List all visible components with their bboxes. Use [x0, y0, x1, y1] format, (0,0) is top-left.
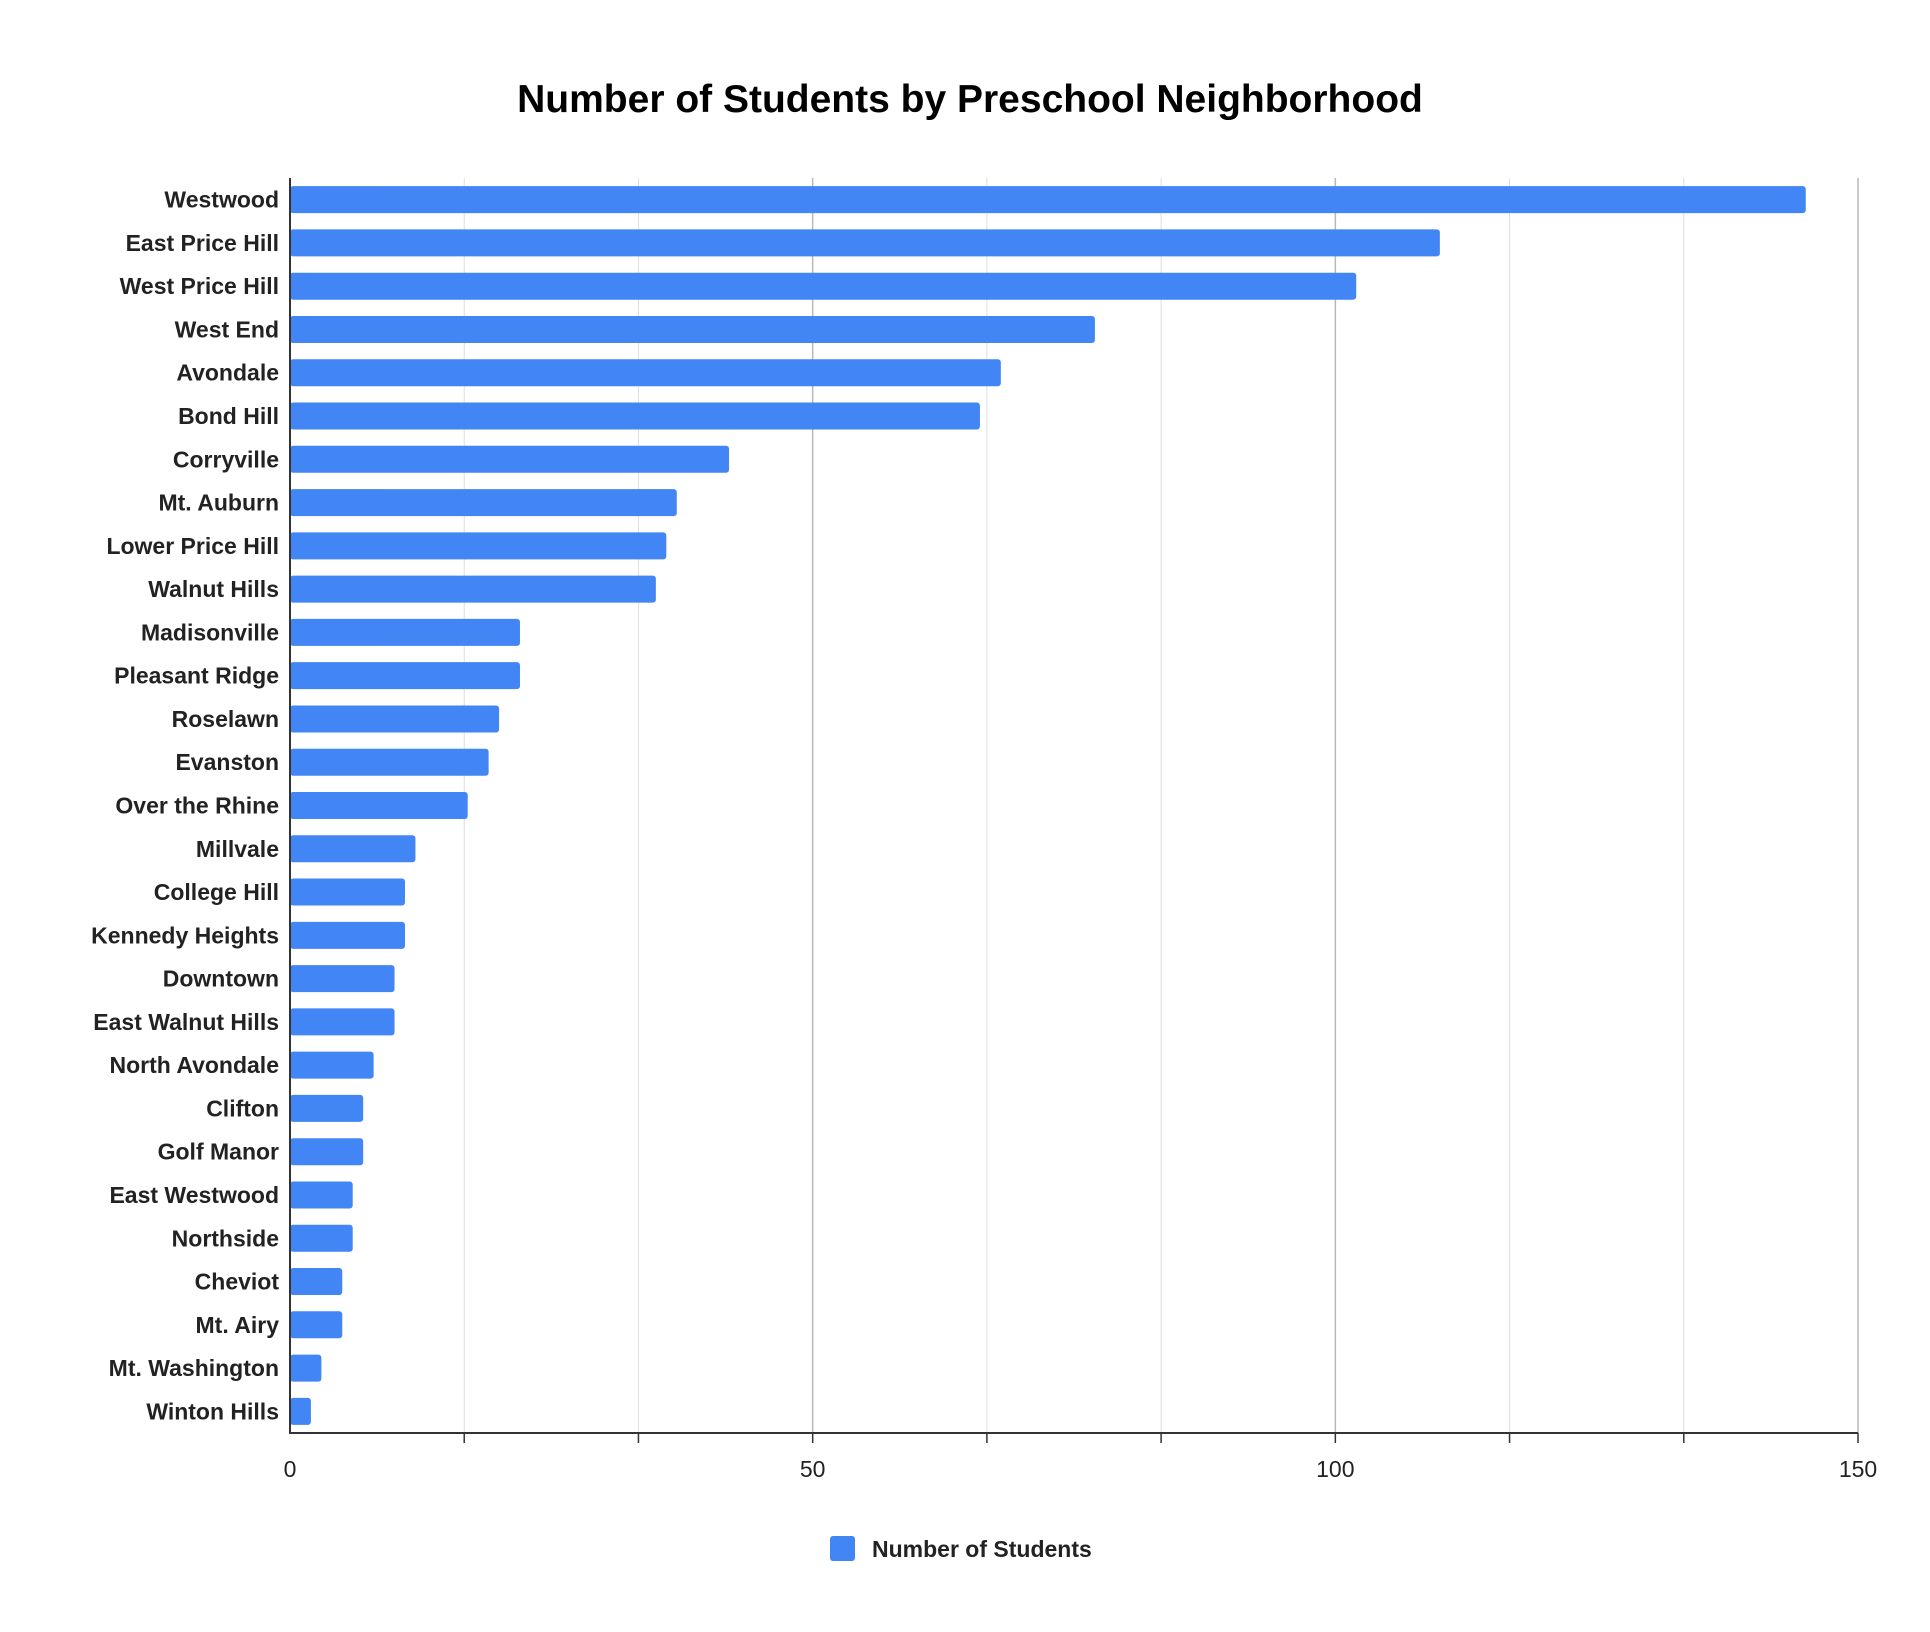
category-label: Cheviot: [195, 1269, 280, 1295]
bar-pleasant-ridge: [290, 662, 520, 690]
category-label: Northside: [172, 1225, 279, 1251]
x-tick-label: 150: [1839, 1456, 1877, 1482]
bar-evanston: [290, 748, 489, 776]
category-label: Walnut Hills: [148, 576, 279, 602]
x-tick-label: 100: [1316, 1456, 1354, 1482]
x-tick-label: 0: [284, 1456, 297, 1482]
category-label: West Price Hill: [120, 273, 279, 299]
bar-northside: [290, 1224, 353, 1252]
category-label: Mt. Auburn: [158, 490, 279, 516]
bar-mt-auburn: [290, 489, 677, 517]
x-axis: 0 50 100 150: [284, 178, 1877, 1482]
category-label: Over the Rhine: [115, 793, 279, 819]
bar-westwood: [290, 186, 1806, 214]
category-label: Lower Price Hill: [106, 533, 279, 559]
bar-bond-hill: [290, 402, 980, 430]
category-label: Corryville: [173, 446, 279, 472]
bars: [290, 186, 1806, 1425]
category-label: Pleasant Ridge: [114, 663, 279, 689]
category-label: West End: [175, 316, 279, 342]
bar-madisonville: [290, 618, 520, 646]
legend-swatch: [830, 1536, 855, 1561]
bar-corryville: [290, 445, 730, 473]
category-label: Evanston: [175, 749, 279, 775]
category-label: Roselawn: [172, 706, 279, 732]
bar-downtown: [290, 965, 395, 993]
legend-label: Number of Students: [872, 1536, 1092, 1562]
bar-kennedy-heights: [290, 921, 405, 949]
category-label: Bond Hill: [178, 403, 279, 429]
category-label: Clifton: [206, 1095, 279, 1121]
bar-cheviot: [290, 1268, 343, 1296]
category-label: Avondale: [176, 360, 279, 386]
bar-winton-hills: [290, 1397, 311, 1425]
bar-roselawn: [290, 705, 500, 733]
bar-avondale: [290, 359, 1001, 387]
bar-over-the-rhine: [290, 792, 468, 819]
category-label: East Westwood: [109, 1182, 279, 1208]
category-label: College Hill: [154, 879, 279, 905]
bar-golf-manor: [290, 1138, 364, 1166]
bar-mt-washington: [290, 1354, 322, 1382]
bar-mt-airy: [290, 1311, 343, 1339]
bar-millvale: [290, 835, 416, 863]
category-label: East Walnut Hills: [93, 1009, 279, 1035]
gridlines: [463, 178, 1859, 1433]
category-label: Winton Hills: [146, 1398, 279, 1424]
category-label: North Avondale: [109, 1052, 279, 1078]
category-label: Madisonville: [141, 619, 279, 645]
bar-clifton: [290, 1094, 364, 1122]
bar-west-price-hill: [290, 272, 1357, 300]
x-tick-label: 50: [800, 1456, 826, 1482]
bar-college-hill: [290, 878, 405, 906]
category-label: Downtown: [163, 966, 279, 992]
bar-west-end: [290, 315, 1095, 343]
category-label: Mt. Washington: [109, 1355, 279, 1381]
category-label: Golf Manor: [158, 1139, 279, 1165]
category-labels: Westwood East Price Hill West Price Hill We…: [91, 187, 279, 1425]
bar-lower-price-hill: [290, 532, 667, 560]
bar-east-price-hill: [290, 229, 1440, 257]
category-label: Millvale: [196, 836, 279, 862]
category-label: Westwood: [164, 187, 279, 213]
bar-north-avondale: [290, 1051, 374, 1079]
chart-title: Number of Students by Preschool Neighbor…: [517, 78, 1423, 121]
bar-walnut-hills: [290, 575, 656, 603]
category-label: Kennedy Heights: [91, 922, 279, 948]
bar-east-walnut-hills: [290, 1008, 395, 1036]
bar-east-westwood: [290, 1181, 353, 1209]
category-label: East Price Hill: [126, 230, 279, 256]
category-label: Mt. Airy: [196, 1312, 280, 1338]
legend: Number of Students: [830, 1536, 1092, 1562]
